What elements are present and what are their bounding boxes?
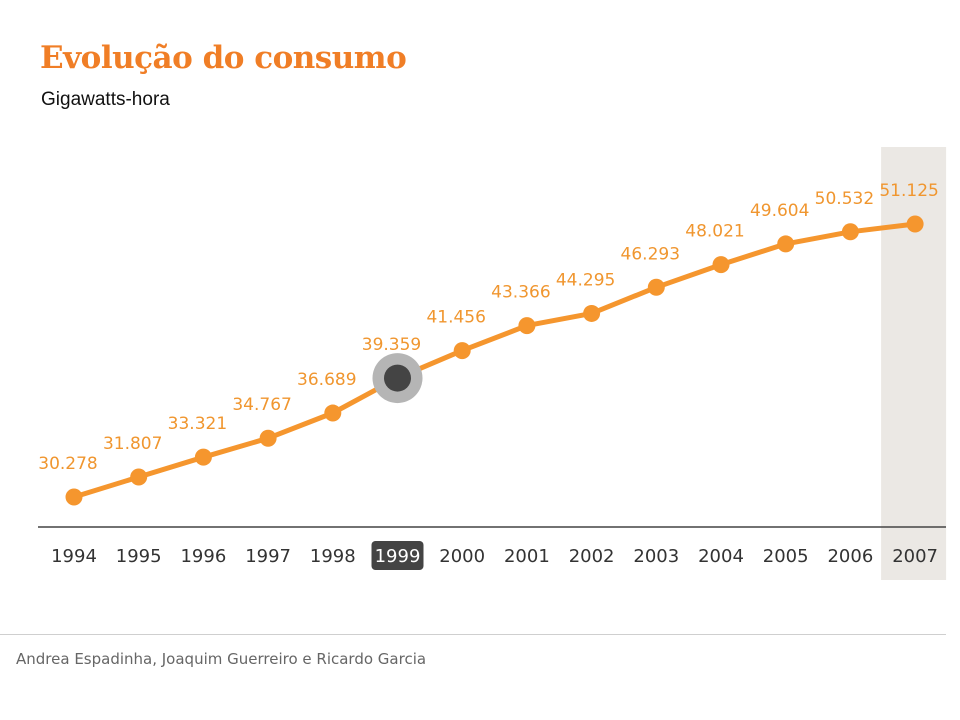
data-point <box>453 342 471 360</box>
data-point <box>583 304 601 322</box>
x-tick-label: 2002 <box>569 546 615 567</box>
data-point <box>777 235 795 253</box>
data-label: 39.359 <box>362 335 421 355</box>
x-tick-label: 2006 <box>827 546 873 567</box>
data-label: 34.767 <box>232 395 291 415</box>
credit-divider <box>0 634 946 635</box>
x-tick-label: 1998 <box>310 546 356 567</box>
data-point <box>65 488 83 506</box>
data-label: 43.366 <box>491 283 550 303</box>
data-point <box>518 317 536 335</box>
data-label: 33.321 <box>168 414 227 434</box>
x-tick-label: 2007 <box>892 546 938 567</box>
data-label: 30.278 <box>38 454 97 474</box>
x-tick-label: 1994 <box>51 546 97 567</box>
series-line <box>71 221 918 500</box>
data-point <box>841 223 859 241</box>
data-point <box>384 364 411 392</box>
x-tick-label: 1997 <box>245 546 291 567</box>
chart-subtitle: Gigawatts-hora <box>41 89 170 110</box>
data-label: 46.293 <box>621 244 680 264</box>
author-credit: Andrea Espadinha, Joaquim Guerreiro e Ri… <box>16 650 427 668</box>
highlight-column <box>881 147 947 580</box>
x-tick-label: 2001 <box>504 546 550 567</box>
data-point <box>324 404 342 422</box>
data-point <box>130 468 148 486</box>
data-label: 51.125 <box>879 181 938 201</box>
data-label: 49.604 <box>750 201 809 221</box>
x-tick-label: 2003 <box>633 546 679 567</box>
highlight-tick-badge <box>371 541 424 570</box>
x-tick-label: 2000 <box>439 546 485 567</box>
data-label: 36.689 <box>297 370 356 390</box>
data-point <box>712 256 730 274</box>
data-label: 48.021 <box>685 222 744 242</box>
data-point <box>194 448 212 466</box>
data-label: 44.295 <box>556 270 615 290</box>
chart-title: Evolução do consumo <box>40 40 407 76</box>
x-tick-label: 1996 <box>180 546 226 567</box>
data-point <box>259 429 277 447</box>
data-point <box>906 215 924 233</box>
data-point <box>647 278 665 296</box>
x-tick-label: 2004 <box>698 546 744 567</box>
x-tick-label: 1999 <box>375 546 421 567</box>
data-label: 50.532 <box>815 189 874 209</box>
x-tick-label: 1995 <box>116 546 162 567</box>
x-tick-label: 2005 <box>763 546 809 567</box>
data-label: 41.456 <box>426 308 485 328</box>
data-label: 31.807 <box>103 434 162 454</box>
